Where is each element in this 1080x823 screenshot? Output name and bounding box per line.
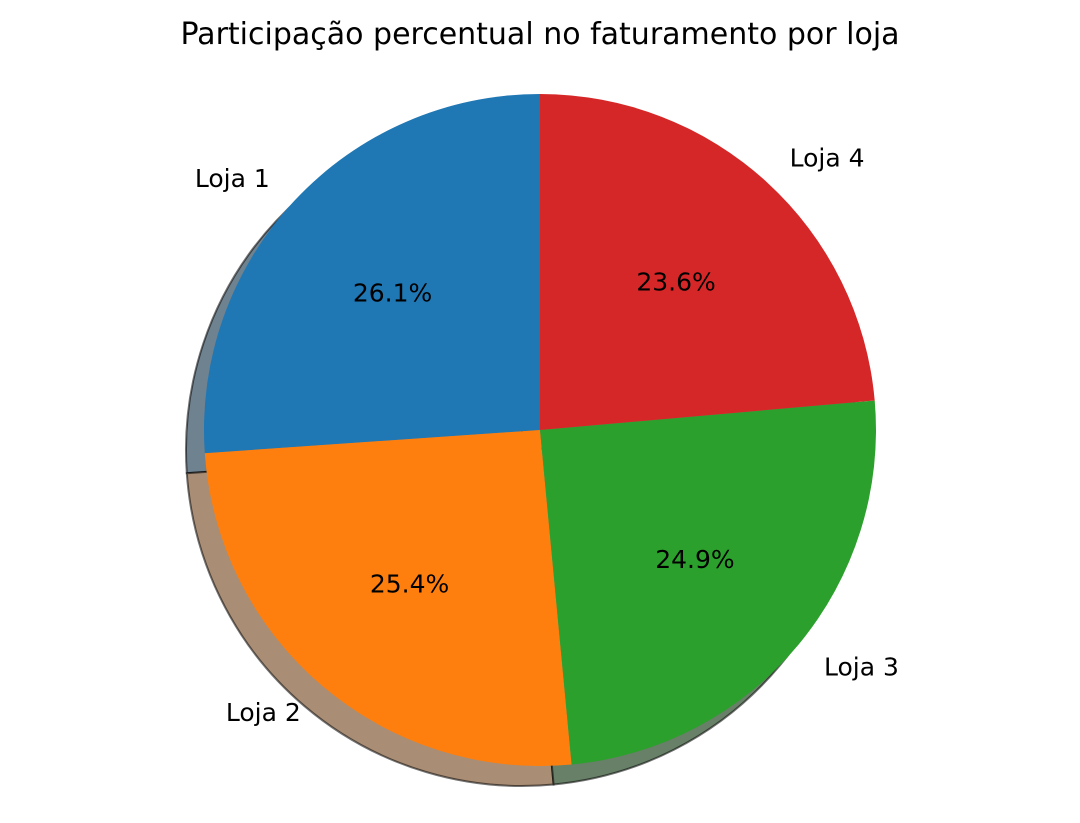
- pie-slice-loja-3: [540, 400, 876, 765]
- slice-percent-loja-4: 23.6%: [636, 267, 715, 296]
- pie-slice-loja-4: [540, 94, 875, 430]
- slice-label-loja-3: Loja 3: [824, 653, 899, 682]
- slice-label-loja-2: Loja 2: [226, 698, 301, 727]
- slice-label-loja-4: Loja 4: [790, 143, 865, 172]
- pie-slice-loja-1: [203, 93, 540, 454]
- pie-slice-loja-2: [204, 430, 572, 767]
- pie-labels: Loja 1 26.1% Loja 2 25.4% Loja 3 24.9% Loja 4 2…: [195, 143, 899, 726]
- chart-title: Participação percentual no faturamento p…: [180, 17, 899, 52]
- slice-percent-loja-2: 25.4%: [370, 570, 449, 599]
- slice-percent-loja-1: 26.1%: [353, 279, 432, 308]
- pie-slices: [203, 93, 876, 767]
- slice-percent-loja-3: 24.9%: [655, 545, 734, 574]
- slice-label-loja-1: Loja 1: [195, 164, 270, 193]
